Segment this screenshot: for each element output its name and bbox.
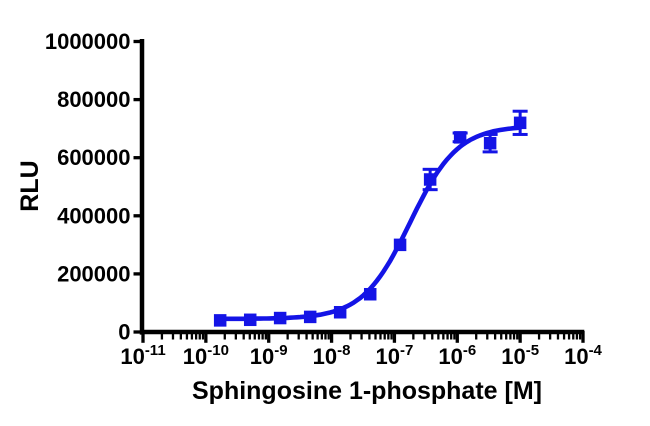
- y-tick-label: 600000: [57, 145, 130, 170]
- data-point-marker: [513, 116, 527, 130]
- data-point-marker: [483, 136, 497, 150]
- x-axis-title: Sphingosine 1-phosphate [M]: [192, 377, 542, 405]
- x-tick-label: 10-4: [564, 342, 602, 369]
- data-point-marker: [393, 238, 407, 252]
- data-point-marker: [273, 311, 287, 325]
- data-point-marker: [363, 287, 377, 301]
- y-axis-title: RLU: [16, 160, 44, 212]
- x-tick-label: 10-11: [120, 342, 165, 369]
- data-point-marker: [213, 314, 227, 327]
- y-tick-label: 200000: [57, 261, 130, 286]
- x-tick-label: 10-10: [183, 342, 229, 369]
- x-tick-label: 10-7: [376, 342, 414, 369]
- y-tick-label: 1000000: [45, 29, 131, 54]
- y-tick-label: 800000: [57, 87, 130, 112]
- data-point-marker: [243, 313, 257, 327]
- x-tick-label: 10-5: [501, 342, 539, 369]
- data-point-marker: [303, 310, 317, 324]
- y-tick-label: 0: [118, 320, 130, 345]
- y-tick-label: 400000: [57, 203, 130, 228]
- x-tick-label: 10-9: [250, 342, 288, 369]
- x-tick-label: 10-6: [438, 342, 476, 369]
- data-point-marker: [423, 173, 437, 186]
- data-point-marker: [333, 305, 347, 319]
- x-tick-label: 10-8: [313, 342, 351, 369]
- data-point-marker: [453, 131, 467, 144]
